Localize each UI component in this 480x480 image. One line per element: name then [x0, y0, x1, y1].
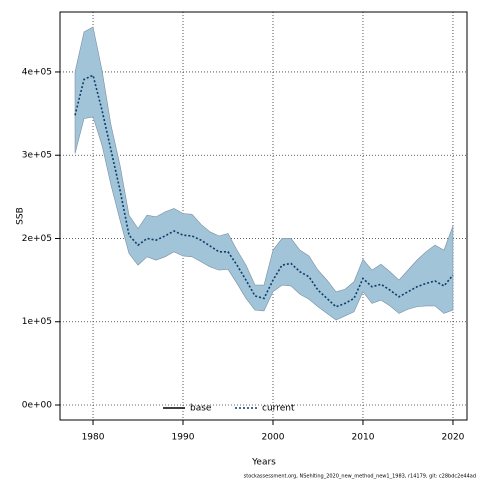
y-tick-label: 3e+05	[22, 151, 52, 161]
x-axis-label: Years	[251, 458, 276, 468]
series-line	[74, 74, 454, 308]
confidence-band	[74, 26, 454, 321]
x-tick-label: 2020	[442, 433, 465, 443]
y-axis-label: SSB	[16, 207, 26, 225]
caption: stockassessment.org, NSehlting_2020_new_…	[244, 474, 476, 480]
plot-frame	[59, 11, 468, 421]
x-tick-label: 1990	[172, 433, 195, 443]
x-tick-label: 1980	[82, 433, 105, 443]
legend-label: base	[190, 404, 212, 414]
y-tick-label: 2e+05	[22, 234, 52, 244]
y-tick-label: 0e+00	[22, 401, 53, 411]
y-tick-label: 4e+05	[22, 67, 52, 77]
legend-label: current	[262, 404, 295, 414]
x-tick-label: 2000	[262, 433, 285, 443]
y-tick-label: 1e+05	[22, 317, 52, 327]
x-tick-label: 2010	[352, 433, 375, 443]
